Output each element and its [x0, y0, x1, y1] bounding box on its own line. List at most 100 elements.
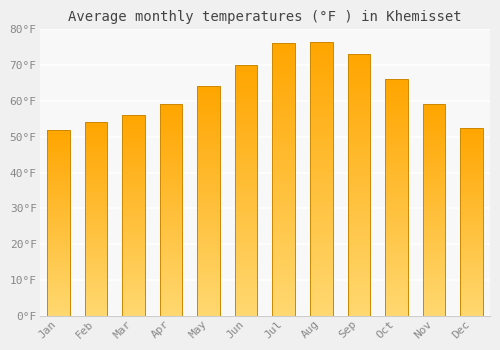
Bar	[460, 175, 483, 177]
Bar	[385, 229, 407, 231]
Bar	[310, 85, 332, 88]
Bar	[272, 68, 295, 71]
Bar	[272, 90, 295, 92]
Bar	[460, 256, 483, 258]
Bar	[122, 175, 144, 177]
Bar	[47, 296, 70, 298]
Bar	[385, 293, 407, 295]
Bar	[385, 110, 407, 112]
Bar	[47, 139, 70, 141]
Bar	[160, 248, 182, 251]
Bar	[348, 148, 370, 151]
Bar	[385, 141, 407, 143]
Bar	[310, 228, 332, 231]
Bar	[348, 227, 370, 230]
Bar	[235, 135, 258, 138]
Bar	[460, 190, 483, 192]
Bar	[235, 196, 258, 198]
Bar	[460, 241, 483, 243]
Bar	[235, 233, 258, 236]
Bar	[272, 131, 295, 133]
Bar	[198, 226, 220, 229]
Bar	[160, 240, 182, 242]
Bar	[47, 292, 70, 294]
Bar	[348, 285, 370, 287]
Bar	[385, 276, 407, 278]
Bar	[198, 268, 220, 270]
Bar	[460, 260, 483, 261]
Bar	[310, 310, 332, 313]
Bar	[122, 302, 144, 304]
Bar	[235, 279, 258, 281]
Bar	[122, 141, 144, 143]
Bar	[198, 204, 220, 206]
Bar	[272, 109, 295, 112]
Bar	[422, 286, 445, 289]
Bar	[198, 130, 220, 132]
Bar	[84, 246, 107, 248]
Bar	[310, 215, 332, 217]
Bar	[235, 271, 258, 273]
Bar	[122, 121, 144, 123]
Bar	[460, 252, 483, 254]
Bar	[84, 306, 107, 308]
Bar	[235, 138, 258, 140]
Bar	[385, 160, 407, 162]
Bar	[160, 126, 182, 128]
Bar	[348, 300, 370, 303]
Bar	[198, 282, 220, 284]
Bar	[460, 245, 483, 246]
Bar	[198, 151, 220, 153]
Bar	[198, 247, 220, 250]
Bar	[385, 186, 407, 188]
Bar	[272, 87, 295, 90]
Bar	[84, 240, 107, 243]
Bar	[122, 312, 144, 314]
Bar	[422, 117, 445, 119]
Bar	[84, 310, 107, 312]
Bar	[460, 212, 483, 215]
Bar	[348, 72, 370, 75]
Bar	[310, 280, 332, 283]
Bar	[460, 248, 483, 250]
Bar	[47, 221, 70, 223]
Bar	[84, 231, 107, 233]
Bar	[385, 285, 407, 288]
Bar	[84, 237, 107, 239]
Bar	[47, 303, 70, 305]
Bar	[460, 250, 483, 252]
Bar	[198, 128, 220, 130]
Bar	[422, 104, 445, 316]
Bar	[235, 125, 258, 128]
Bar	[122, 218, 144, 220]
Bar	[460, 171, 483, 173]
Bar	[84, 190, 107, 192]
Bar	[422, 314, 445, 316]
Bar	[122, 149, 144, 151]
Bar	[348, 154, 370, 156]
Bar	[160, 246, 182, 248]
Bar	[422, 261, 445, 263]
Bar	[160, 138, 182, 140]
Bar	[422, 223, 445, 225]
Bar	[460, 254, 483, 256]
Bar	[310, 253, 332, 256]
Bar	[47, 161, 70, 163]
Bar	[47, 277, 70, 279]
Bar	[348, 117, 370, 120]
Bar	[198, 309, 220, 312]
Bar	[235, 261, 258, 263]
Bar	[272, 150, 295, 153]
Bar	[272, 229, 295, 232]
Bar	[84, 188, 107, 190]
Bar	[348, 290, 370, 293]
Bar	[348, 175, 370, 177]
Bar	[348, 314, 370, 316]
Bar	[84, 175, 107, 177]
Bar	[235, 90, 258, 92]
Bar	[84, 136, 107, 138]
Bar	[84, 289, 107, 291]
Bar	[385, 210, 407, 212]
Bar	[235, 170, 258, 173]
Bar	[84, 126, 107, 128]
